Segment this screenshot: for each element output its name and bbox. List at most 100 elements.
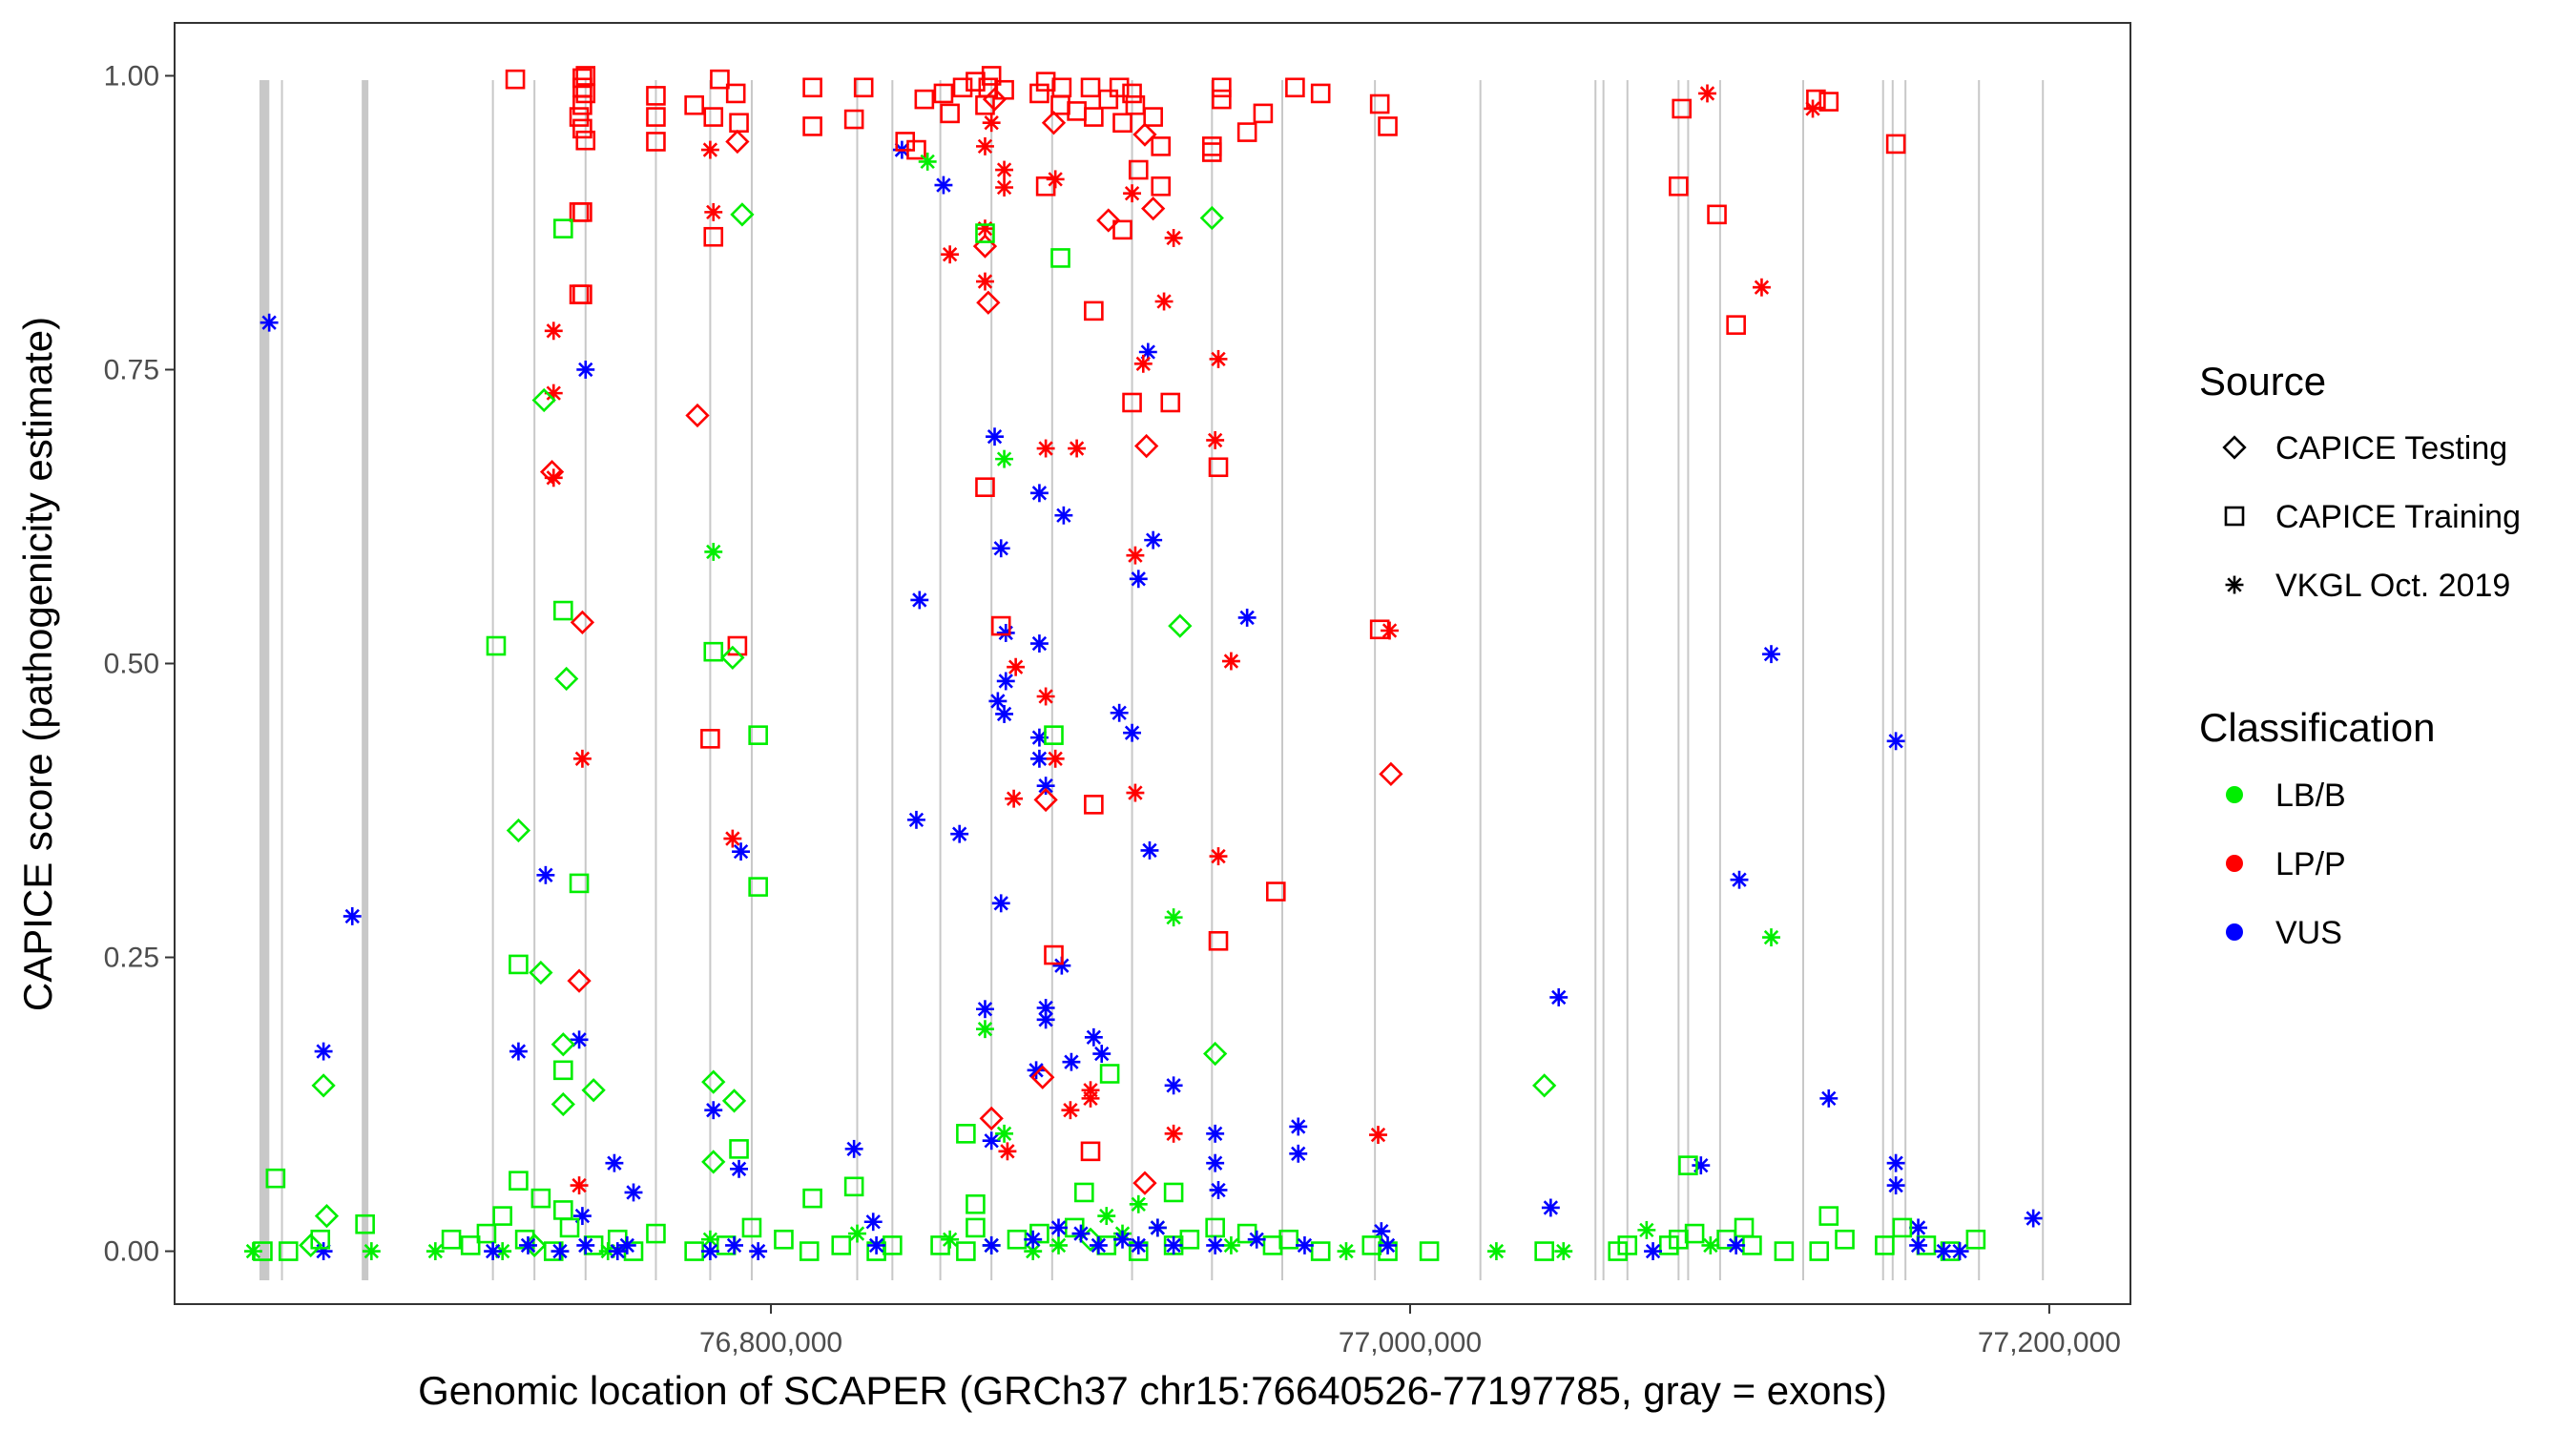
- point-training-lb-b: [265, 1168, 286, 1189]
- point-testing-lp-p: [1132, 1171, 1157, 1195]
- point-training-lp-p: [1707, 204, 1727, 225]
- point-testing-lp-p: [1096, 208, 1121, 233]
- point-training-lb-b: [1029, 1223, 1049, 1244]
- point-training-lb-b: [460, 1235, 481, 1255]
- x-tick-label: 77,200,000: [1978, 1327, 2121, 1358]
- point-vkgl-lb-b: [1164, 908, 1183, 927]
- point-training-lb-b: [799, 1241, 820, 1261]
- point-training-lb-b: [1179, 1229, 1200, 1250]
- point-training-lb-b: [553, 1060, 573, 1081]
- point-vkgl-lp-p: [723, 829, 742, 848]
- point-testing-lp-p: [685, 403, 710, 428]
- point-training-lb-b: [553, 218, 573, 238]
- point-training-lp-p: [1236, 122, 1257, 142]
- point-vkgl-vus: [1727, 1235, 1746, 1255]
- point-vkgl-vus: [1934, 1242, 1953, 1261]
- point-vkgl-vus: [1730, 870, 1749, 889]
- point-training-lb-b: [831, 1235, 852, 1255]
- point-vkgl-lp-p: [995, 160, 1014, 179]
- point-training-lb-b: [476, 1223, 497, 1244]
- point-vkgl-vus: [976, 1000, 994, 1019]
- point-vkgl-lb-b: [941, 1230, 960, 1249]
- point-training-lp-p: [1112, 219, 1132, 240]
- point-testing-lb-b: [551, 1032, 575, 1057]
- point-training-lp-p: [843, 109, 864, 130]
- point-training-lp-p: [1806, 89, 1826, 110]
- point-training-lp-p: [975, 477, 995, 497]
- point-training-lp-p: [646, 107, 666, 127]
- point-vkgl-vus: [704, 1101, 723, 1120]
- point-vkgl-lp-p: [1698, 84, 1716, 103]
- point-training-lb-b: [1892, 1217, 1913, 1238]
- point-vkgl-lb-b: [1049, 1235, 1068, 1255]
- point-training-lp-p: [646, 86, 666, 106]
- point-testing-lb-b: [1199, 205, 1224, 231]
- point-vkgl-lp-p: [1133, 354, 1153, 373]
- point-training-lb-b: [492, 1206, 512, 1226]
- point-vkgl-lp-p: [700, 140, 719, 159]
- point-training-lp-p: [1029, 83, 1049, 104]
- point-vkgl-vus: [991, 539, 1010, 558]
- point-training-lb-b: [748, 725, 768, 745]
- y-tick-label: 0.75: [104, 354, 159, 385]
- point-vkgl-lp-p: [995, 178, 1014, 197]
- point-vkgl-vus: [509, 1042, 528, 1061]
- point-training-lb-b: [1875, 1235, 1895, 1255]
- point-vkgl-vus: [1049, 1218, 1068, 1237]
- point-vkgl-vus: [725, 1235, 743, 1255]
- point-training-lp-p: [1084, 795, 1104, 815]
- point-vkgl-lb-b: [1221, 1235, 1240, 1255]
- point-training-lp-p: [1128, 159, 1149, 180]
- point-testing-lp-p: [976, 290, 1001, 315]
- point-training-lb-b: [843, 1176, 864, 1197]
- point-training-lp-p: [1109, 77, 1130, 98]
- point-training-lb-b: [956, 1241, 976, 1261]
- point-testing-lb-b: [701, 1069, 726, 1094]
- point-training-lp-p: [1818, 92, 1839, 112]
- point-vkgl-lb-b: [995, 1124, 1014, 1143]
- point-training-lb-b: [1617, 1235, 1638, 1255]
- legend-source-title: Source: [2199, 359, 2326, 404]
- point-vkgl-vus: [1062, 1052, 1081, 1071]
- point-training-lp-p: [700, 729, 720, 749]
- point-training-lp-p: [505, 69, 526, 90]
- point-vkgl-vus: [1084, 1027, 1103, 1047]
- point-vkgl-lp-p: [1206, 430, 1225, 449]
- point-training-lb-b: [729, 1139, 749, 1159]
- point-training-lp-p: [1378, 116, 1398, 136]
- point-vkgl-vus: [1144, 530, 1163, 550]
- point-vkgl-lp-p: [1154, 292, 1174, 311]
- point-testing-lp-p: [982, 87, 1008, 112]
- point-training-lb-b: [1774, 1241, 1795, 1261]
- point-training-lp-p: [725, 83, 746, 104]
- point-vkgl-vus: [1036, 1010, 1055, 1029]
- point-vkgl-vus: [1029, 728, 1049, 747]
- point-vkgl-lp-p: [1209, 349, 1228, 368]
- point-vkgl-vus: [1054, 506, 1073, 525]
- point-vkgl-vus: [1029, 484, 1049, 503]
- point-training-lb-b: [553, 600, 573, 621]
- point-training-lp-p: [572, 202, 592, 222]
- point-vkgl-vus: [1909, 1235, 1928, 1255]
- point-vkgl-vus: [910, 591, 929, 610]
- point-vkgl-vus: [1024, 1230, 1043, 1249]
- point-testing-lp-p: [979, 1106, 1004, 1130]
- point-vkgl-lp-p: [1005, 789, 1024, 808]
- point-vkgl-lp-p: [976, 136, 994, 156]
- point-vkgl-vus: [1886, 1176, 1905, 1195]
- legend-classification-title: Classification: [2199, 705, 2435, 750]
- point-testing-lb-b: [529, 960, 553, 985]
- point-training-lp-p: [1208, 930, 1229, 951]
- point-training-lb-b: [741, 1217, 762, 1238]
- point-training-lp-p: [1122, 392, 1142, 413]
- legend-label-testing: CAPICE Testing: [2275, 430, 2507, 467]
- point-vkgl-vus: [1140, 840, 1159, 860]
- point-training-lp-p: [1125, 94, 1146, 115]
- point-training-lb-b: [569, 873, 590, 894]
- point-training-lp-p: [569, 107, 590, 127]
- point-vkgl-lb-b: [426, 1242, 445, 1261]
- point-training-lp-p: [1084, 301, 1104, 321]
- point-vkgl-vus: [950, 824, 969, 843]
- y-tick-label: 0.25: [104, 943, 159, 974]
- point-testing-lb-b: [531, 387, 556, 413]
